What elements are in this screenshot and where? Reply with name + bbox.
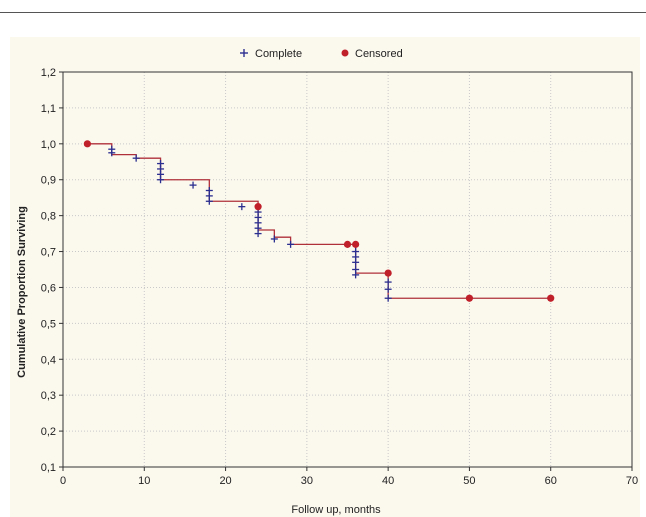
y-tick-label: 0,4 [41, 354, 56, 366]
y-tick-label: 0,7 [41, 247, 56, 259]
x-tick-label: 50 [463, 475, 475, 487]
legend-complete-icon [240, 49, 248, 57]
complete-marker [254, 230, 262, 238]
x-tick-label: 30 [301, 475, 313, 487]
complete-marker [157, 176, 165, 184]
plot-frame [62, 71, 633, 468]
censored-markers [83, 140, 555, 302]
y-tick-label: 0,6 [41, 282, 56, 294]
censored-marker [547, 294, 555, 302]
legend-censored-label: Censored [355, 48, 403, 60]
y-tick-label: 0,9 [41, 175, 56, 187]
censored-marker [83, 140, 91, 148]
x-tick-label: 70 [626, 475, 638, 487]
complete-marker [384, 294, 392, 302]
top-divider [0, 12, 646, 13]
complete-marker [205, 197, 213, 205]
x-axis-ticks: 0 10 20 30 40 50 60 70 [60, 467, 638, 487]
y-axis-title: Cumulative Proportion Surviving [16, 206, 28, 378]
y-tick-label: 1,2 [41, 67, 56, 79]
complete-marker [108, 149, 116, 157]
grid [63, 72, 632, 467]
complete-marker [352, 271, 360, 279]
complete-marker [270, 235, 278, 243]
y-tick-label: 0,3 [41, 390, 56, 402]
legend: Complete Censored [240, 48, 403, 60]
complete-marker [384, 285, 392, 293]
y-tick-label: 0,2 [41, 426, 56, 438]
y-tick-label: 1,0 [41, 139, 56, 151]
complete-marker [384, 278, 392, 286]
complete-marker [352, 258, 360, 266]
survival-chart: 0 10 20 30 40 50 60 70 0,1 0,2 0,3 0,4 0,5 0,6 0,7 0,8… [16, 48, 638, 516]
x-axis-title: Follow up, months [291, 504, 381, 516]
legend-complete-label: Complete [255, 48, 302, 60]
y-axis-ticks: 0,1 0,2 0,3 0,4 0,5 0,6 0,7 0,8 0,9 1,0 1,1 1,2 [41, 67, 63, 474]
x-tick-label: 0 [60, 475, 66, 487]
y-tick-label: 0,8 [41, 211, 56, 223]
x-tick-label: 20 [219, 475, 231, 487]
x-tick-label: 60 [545, 475, 557, 487]
complete-markers [108, 145, 392, 302]
y-tick-label: 1,1 [41, 103, 56, 115]
complete-marker [287, 240, 295, 248]
legend-censored-icon [341, 49, 349, 57]
complete-marker [189, 181, 197, 189]
censored-marker [352, 240, 360, 248]
complete-marker [132, 154, 140, 162]
censored-marker [465, 294, 474, 302]
censored-marker [384, 269, 392, 277]
chart-figure: 0 10 20 30 40 50 60 70 0,1 0,2 0,3 0,4 0,5 0,6 0,7 0,8… [10, 37, 640, 517]
y-tick-label: 0,1 [41, 462, 56, 474]
y-tick-label: 0,5 [41, 318, 56, 330]
survival-step-line [87, 143, 551, 299]
censored-marker [343, 240, 352, 248]
x-tick-label: 10 [138, 475, 150, 487]
x-tick-label: 40 [382, 475, 394, 487]
censored-marker [254, 203, 262, 211]
complete-marker [238, 203, 246, 211]
